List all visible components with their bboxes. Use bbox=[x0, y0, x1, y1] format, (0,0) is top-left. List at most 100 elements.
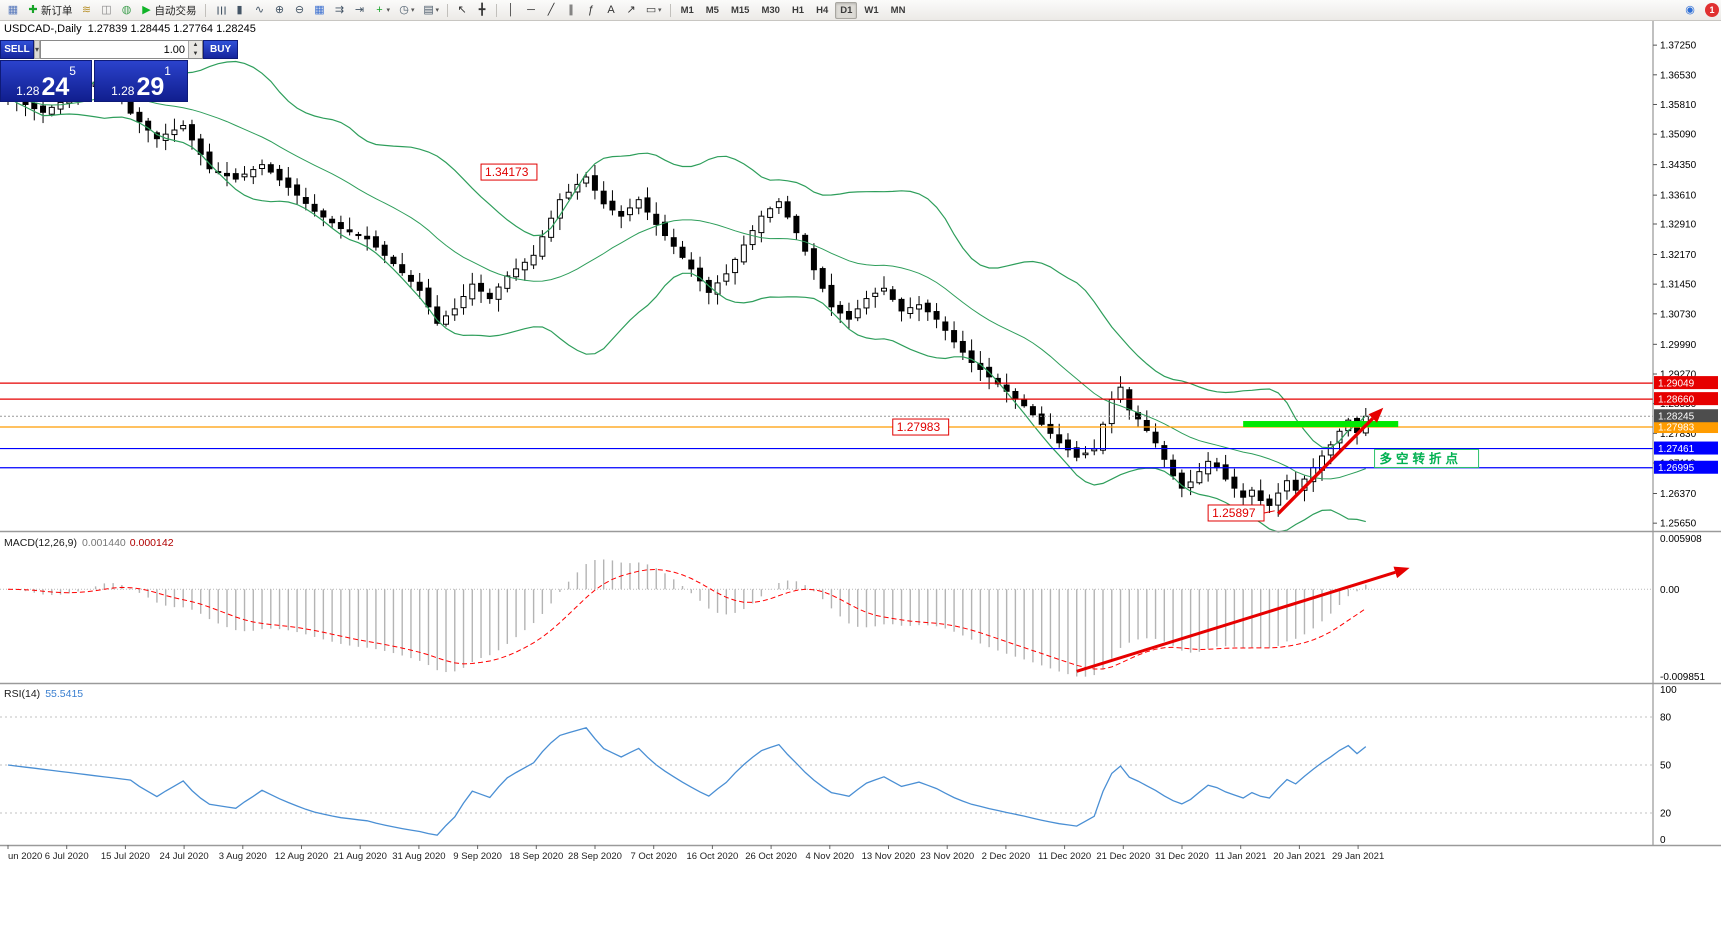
new-chart-icon: ▦ bbox=[7, 3, 19, 16]
new-order-icon: ✚ bbox=[28, 3, 38, 16]
timeframe-d1-button[interactable]: D1 bbox=[835, 1, 858, 19]
date-axis[interactable] bbox=[7, 845, 1359, 849]
auto-scroll-button[interactable]: ⇉ bbox=[331, 1, 349, 20]
high-price-label[interactable] bbox=[480, 163, 538, 181]
timeframe-m15-button[interactable]: M15 bbox=[730, 4, 750, 16]
price-tick-label: 1.31450 bbox=[1660, 280, 1697, 291]
market-watch-button[interactable]: ≋ bbox=[78, 1, 96, 20]
bar-chart-button[interactable]: ☰ bbox=[211, 1, 229, 20]
volume-stepper[interactable] bbox=[188, 41, 203, 58]
sell-price-big: 24 bbox=[41, 72, 70, 101]
chat-button[interactable]: ◉ bbox=[1681, 1, 1699, 20]
indicators-button[interactable]: + ▾ bbox=[371, 1, 394, 20]
data-window-icon: ◫ bbox=[101, 3, 112, 16]
arrows-icon: ↗ bbox=[626, 3, 636, 16]
chat-icon: ◉ bbox=[1685, 3, 1695, 16]
horizontal-line-button[interactable]: ─ bbox=[522, 1, 540, 20]
timeframe-w1-button[interactable]: W1 bbox=[864, 4, 879, 16]
bollinger-middle-band[interactable] bbox=[7, 96, 1366, 480]
timeframe-m1-button[interactable]: M1 bbox=[680, 4, 694, 16]
vertical-line-icon: │ bbox=[507, 3, 515, 16]
zoom-in-button[interactable]: ⊕ bbox=[271, 1, 289, 20]
price-tick-label: 1.32170 bbox=[1660, 250, 1697, 261]
toolbar-separator bbox=[447, 3, 449, 17]
shapes-button[interactable]: ▭ ▾ bbox=[642, 1, 665, 20]
price-tick-label: 1.30730 bbox=[1660, 309, 1697, 320]
new-chart-button[interactable]: ▦ bbox=[4, 1, 22, 20]
sell-price-panel[interactable]: 1.28 24 5 bbox=[0, 60, 93, 102]
data-window-button[interactable]: ◫ bbox=[98, 1, 116, 20]
periods-button[interactable]: ◷ ▾ bbox=[395, 1, 418, 20]
timeframe-mn-button[interactable]: MN bbox=[890, 4, 906, 16]
pivot-point-label[interactable] bbox=[1374, 448, 1480, 468]
one-click-options-dropdown-icon[interactable] bbox=[34, 40, 41, 59]
date-axis-label: 26 Oct 2020 bbox=[745, 851, 797, 862]
line-chart-icon: ∿ bbox=[254, 3, 265, 16]
horizontal-line-icon: ─ bbox=[527, 3, 535, 16]
trend-arrow[interactable] bbox=[1076, 570, 1396, 673]
date-axis-label: 29 Jan 2021 bbox=[1332, 851, 1384, 862]
buy-price-prefix: 1.28 bbox=[111, 83, 135, 98]
sell-button[interactable]: SELL bbox=[0, 40, 34, 59]
shapes-icon: ▭ bbox=[645, 3, 657, 16]
auto-scroll-icon: ⇉ bbox=[334, 3, 345, 16]
volume-decrement-icon[interactable] bbox=[189, 49, 203, 58]
bollinger-lower-band[interactable] bbox=[7, 96, 1366, 533]
volume-input[interactable] bbox=[41, 41, 189, 58]
buy-button[interactable]: BUY bbox=[203, 40, 239, 59]
macd-axis-label: -0.009851 bbox=[1660, 672, 1705, 683]
bar-chart-icon: ☰ bbox=[214, 5, 226, 15]
equidistant-channel-button[interactable]: ∥ bbox=[562, 1, 580, 20]
buy-price-panel[interactable]: 1.28 29 1 bbox=[94, 60, 188, 102]
trendline-button[interactable]: ╱ bbox=[542, 1, 560, 20]
notifications-button[interactable]: 1 bbox=[1705, 3, 1719, 17]
autotrading-label: 自动交易 bbox=[154, 4, 197, 17]
date-axis-label: 23 Nov 2020 bbox=[920, 851, 974, 862]
tile-windows-button[interactable]: ▦ bbox=[311, 1, 329, 20]
candlestick-chart-button[interactable]: ▮ bbox=[231, 1, 249, 20]
autotrading-button[interactable]: ▶ 自动交易 bbox=[138, 1, 200, 20]
timeframe-m5-button[interactable]: M5 bbox=[705, 4, 719, 16]
fibonacci-icon: ƒ bbox=[587, 3, 595, 16]
text-label-button[interactable]: A bbox=[602, 1, 620, 20]
chart-shift-button[interactable]: ⇥ bbox=[351, 1, 369, 20]
macd-histogram bbox=[16, 559, 1367, 677]
templates-button[interactable]: ▤ ▾ bbox=[420, 1, 443, 20]
bollinger-upper-band[interactable] bbox=[7, 60, 1367, 449]
navigator-button[interactable]: ◍ bbox=[118, 1, 136, 20]
trend-arrow[interactable] bbox=[1276, 417, 1374, 515]
macd-signal-line bbox=[7, 568, 1367, 670]
price-badge-text: 1.27983 bbox=[1658, 423, 1695, 434]
line-chart-button[interactable]: ∿ bbox=[251, 1, 269, 20]
macd-axis-label: 0.00 bbox=[1660, 585, 1680, 596]
price-tick-label: 1.29270 bbox=[1660, 369, 1697, 380]
fibonacci-button[interactable]: ƒ bbox=[582, 1, 600, 20]
crosshair-icon: ╋ bbox=[478, 3, 486, 16]
support-zone-highlight[interactable] bbox=[1243, 421, 1399, 428]
date-axis-label: 20 Jan 2021 bbox=[1273, 851, 1325, 862]
rsi-axis-label: 50 bbox=[1660, 761, 1672, 772]
vertical-line-button[interactable]: │ bbox=[502, 1, 520, 20]
timeframe-h4-button[interactable]: H4 bbox=[816, 4, 829, 16]
date-axis-label: 16 Oct 2020 bbox=[687, 851, 739, 862]
mid-price-label[interactable] bbox=[892, 418, 950, 436]
timeframe-m30-button[interactable]: M30 bbox=[761, 4, 780, 16]
candlestick-chart-icon: ▮ bbox=[236, 3, 243, 16]
crosshair-button[interactable]: ╋ bbox=[473, 1, 491, 20]
cursor-button[interactable]: ↖ bbox=[453, 1, 471, 20]
price-tick-label: 1.27830 bbox=[1660, 429, 1697, 440]
zoom-out-button[interactable]: ⊖ bbox=[291, 1, 309, 20]
tile-windows-icon: ▦ bbox=[314, 3, 325, 16]
sell-price-prefix: 1.28 bbox=[16, 83, 40, 98]
price-tick-label: 1.35090 bbox=[1660, 130, 1697, 141]
volume-increment-icon[interactable] bbox=[189, 41, 203, 50]
pivot-point-label-text: 多空转折点 bbox=[1380, 451, 1463, 466]
zoom-out-icon: ⊖ bbox=[294, 3, 305, 16]
timeframe-h1-button[interactable]: H1 bbox=[791, 4, 805, 16]
date-axis-label: 24 Jul 2020 bbox=[160, 851, 209, 862]
arrows-button[interactable]: ↗ bbox=[622, 1, 640, 20]
date-axis-label: 4 Nov 2020 bbox=[806, 851, 855, 862]
new-order-button[interactable]: ✚ 新订单 bbox=[24, 1, 76, 20]
